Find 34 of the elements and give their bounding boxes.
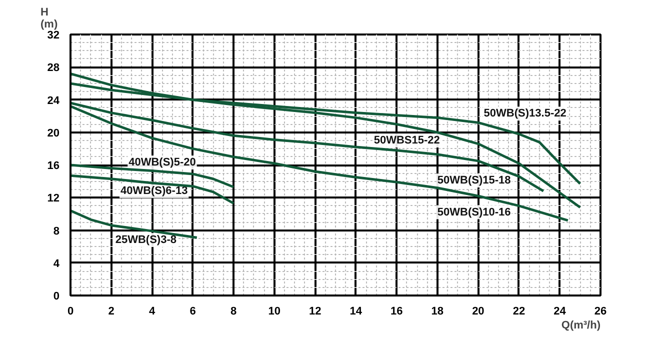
x-tick-label: 10 (268, 306, 280, 318)
x-axis-title: Q(m³/h) (561, 320, 601, 332)
x-tick-label: 24 (554, 306, 567, 318)
y-tick-label: 8 (53, 225, 60, 238)
x-tick-label: 8 (230, 306, 237, 318)
series-label: 50WB(S)10-16 (437, 206, 511, 218)
x-tick-label: 0 (67, 306, 74, 318)
series-label: 50WBS15-22 (374, 134, 440, 147)
x-tick-label: 20 (472, 306, 484, 318)
x-tick-label: 4 (148, 306, 156, 318)
x-tick-label: 16 (390, 306, 403, 318)
x-tick-label: 22 (512, 306, 526, 318)
x-tick-label: 14 (350, 306, 363, 318)
line-series (70, 105, 570, 222)
x-tick-label: 6 (190, 306, 196, 318)
y-tick-label: 24 (47, 94, 60, 107)
line-series (70, 174, 235, 205)
series-label: 40WB(S)5-20 (128, 156, 196, 169)
y-tick-label: 16 (47, 160, 60, 172)
y-tick-label: 20 (47, 127, 60, 140)
y-tick-label: 12 (47, 192, 60, 205)
y-tick-label: 28 (47, 62, 60, 74)
y-axis-title: H (m) (40, 6, 58, 30)
y-tick-label: 4 (53, 258, 60, 270)
x-tick-label: 26 (594, 306, 607, 318)
series-label: 50WB(S)15-18 (437, 174, 511, 186)
x-tick-label: 18 (431, 306, 444, 318)
series-label: 25WB(S)3-8 (115, 234, 176, 246)
y-tick-label: 0 (53, 290, 60, 302)
series-label: 40WB(S)6-13 (120, 185, 188, 198)
series-label: 50WB(S)13.5-22 (484, 108, 566, 120)
y-tick-label: 32 (47, 30, 60, 42)
x-tick-label: 12 (309, 306, 322, 318)
x-tick-label: 2 (108, 306, 114, 318)
